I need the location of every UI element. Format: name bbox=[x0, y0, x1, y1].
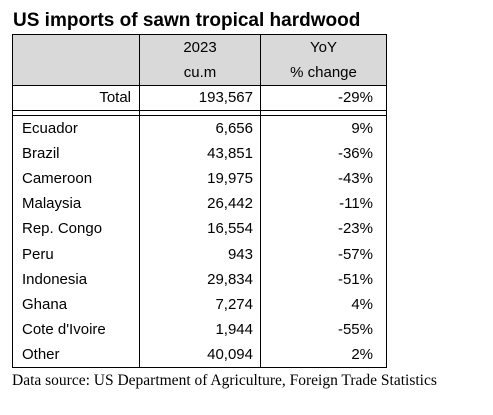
header-cell-volume: 2023 cu.m bbox=[139, 34, 261, 86]
country-change: 9% bbox=[260, 115, 387, 142]
table-row: Indonesia 29,834 -51% bbox=[12, 266, 387, 292]
country-name: Rep. Congo bbox=[12, 216, 140, 242]
country-change: -36% bbox=[260, 141, 387, 167]
country-change: 4% bbox=[260, 291, 387, 317]
country-change: 2% bbox=[260, 341, 387, 368]
country-volume: 26,442 bbox=[139, 191, 261, 217]
country-volume: 40,094 bbox=[139, 341, 261, 368]
country-name: Malaysia bbox=[12, 191, 140, 217]
country-volume: 19,975 bbox=[139, 166, 261, 192]
total-value: 193,567 bbox=[139, 85, 261, 111]
country-name: Cameroon bbox=[12, 166, 140, 192]
header-pct-change: % change bbox=[290, 64, 357, 81]
country-change: -11% bbox=[260, 191, 387, 217]
country-volume: 16,554 bbox=[139, 216, 261, 242]
total-change: -29% bbox=[260, 85, 387, 111]
table-row: Ecuador 6,656 9% bbox=[12, 115, 387, 142]
table-row: Malaysia 26,442 -11% bbox=[12, 191, 387, 217]
header-cell-change: YoY % change bbox=[260, 34, 387, 86]
country-volume: 43,851 bbox=[139, 141, 261, 167]
country-name: Peru bbox=[12, 241, 140, 267]
imports-table-container: 2023 cu.m YoY % change Total 193,567 -29… bbox=[12, 34, 387, 368]
country-volume: 943 bbox=[139, 241, 261, 267]
imports-table: 2023 cu.m YoY % change Total 193,567 -29… bbox=[12, 34, 387, 368]
country-name: Ecuador bbox=[12, 115, 140, 142]
country-volume: 6,656 bbox=[139, 115, 261, 142]
header-year: 2023 bbox=[183, 39, 217, 56]
country-change: -55% bbox=[260, 316, 387, 342]
country-change: -43% bbox=[260, 166, 387, 192]
country-name: Other bbox=[12, 341, 140, 368]
country-change: -23% bbox=[260, 216, 387, 242]
table-row: Brazil 43,851 -36% bbox=[12, 141, 387, 167]
total-label: Total bbox=[12, 85, 140, 111]
header-unit: cu.m bbox=[183, 64, 217, 81]
header-yoy: YoY bbox=[310, 39, 337, 56]
country-name: Ghana bbox=[12, 291, 140, 317]
header-cell-country bbox=[12, 34, 140, 86]
total-row: Total 193,567 -29% bbox=[12, 85, 387, 111]
table-row: Peru 943 -57% bbox=[12, 241, 387, 267]
country-volume: 1,944 bbox=[139, 316, 261, 342]
table-row: Rep. Congo 16,554 -23% bbox=[12, 216, 387, 242]
table-row: Cameroon 19,975 -43% bbox=[12, 166, 387, 192]
country-name: Brazil bbox=[12, 141, 140, 167]
table-row: Ghana 7,274 4% bbox=[12, 291, 387, 317]
country-change: -51% bbox=[260, 266, 387, 292]
page-title: US imports of sawn tropical hardwood bbox=[13, 10, 361, 31]
data-source-note: Data source: US Department of Agricultur… bbox=[12, 372, 437, 389]
country-change: -57% bbox=[260, 241, 387, 267]
country-volume: 29,834 bbox=[139, 266, 261, 292]
table-row: Cote d'Ivoire 1,944 -55% bbox=[12, 316, 387, 342]
table-header-row: 2023 cu.m YoY % change bbox=[12, 34, 387, 86]
country-name: Cote d'Ivoire bbox=[12, 316, 140, 342]
country-name: Indonesia bbox=[12, 266, 140, 292]
table-row: Other 40,094 2% bbox=[12, 341, 387, 368]
country-volume: 7,274 bbox=[139, 291, 261, 317]
table-spacer-row bbox=[12, 110, 387, 116]
